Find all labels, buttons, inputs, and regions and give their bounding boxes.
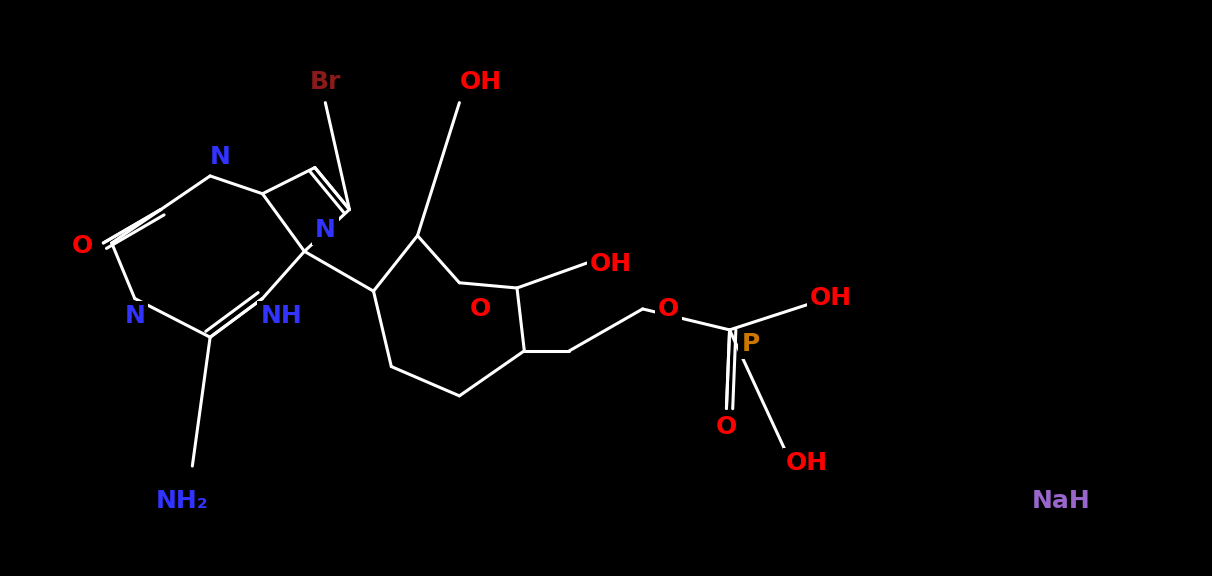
Text: OH: OH xyxy=(590,252,633,276)
Text: NH: NH xyxy=(261,304,302,328)
Text: OH: OH xyxy=(459,70,502,94)
Text: Br: Br xyxy=(309,70,341,94)
Text: N: N xyxy=(210,145,231,169)
Text: O: O xyxy=(72,234,93,258)
Text: OH: OH xyxy=(787,451,828,475)
Text: N: N xyxy=(125,304,145,328)
Text: NaH: NaH xyxy=(1033,488,1091,513)
Text: O: O xyxy=(658,297,680,321)
Text: N: N xyxy=(315,218,336,242)
Text: P: P xyxy=(742,332,760,355)
Text: OH: OH xyxy=(810,286,852,310)
Text: O: O xyxy=(716,415,737,439)
Text: NH₂: NH₂ xyxy=(155,488,208,513)
Text: O: O xyxy=(470,297,491,321)
